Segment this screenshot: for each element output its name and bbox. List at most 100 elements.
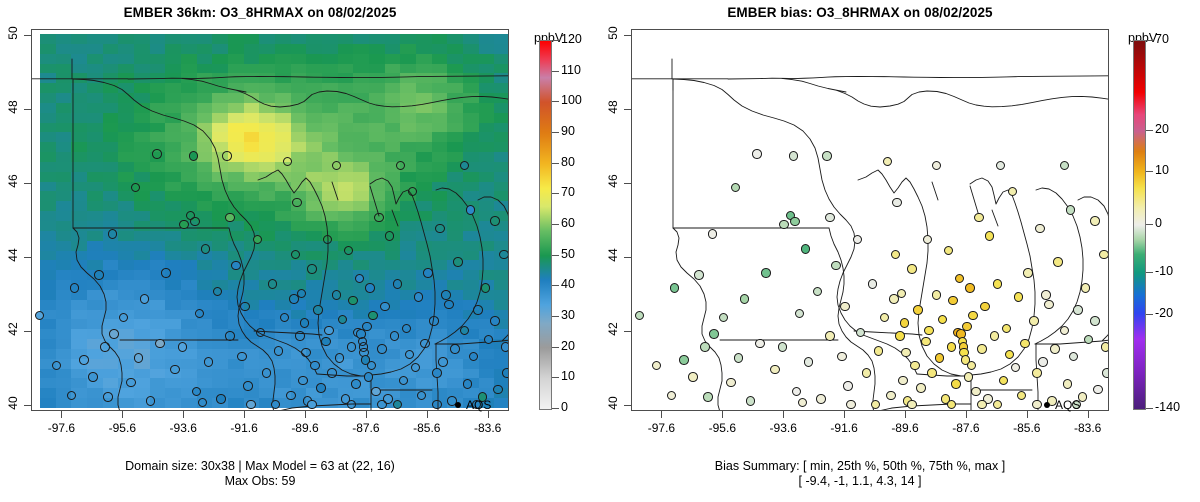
- observation-site-marker: [301, 347, 311, 358]
- observation-site-marker: [383, 394, 393, 404]
- colorbar-tick-label: 20: [1155, 122, 1169, 137]
- bias-map-frame: [631, 29, 1109, 411]
- bias-site-marker: [634, 310, 645, 321]
- observation-site-marker: [107, 229, 118, 239]
- observation-site-marker: [261, 368, 272, 378]
- bias-caption-line1: Bias Summary: [ min, 25th %, 50th %, 75t…: [714, 459, 1006, 473]
- observation-site-marker: [360, 355, 371, 365]
- observation-site-marker: [380, 301, 390, 312]
- bias-site-marker: [739, 294, 750, 304]
- observation-site-marker: [296, 288, 307, 299]
- x-axis-tick: [122, 411, 124, 418]
- bias-page-title: EMBER bias: O3_8HRMAX on 08/02/2025: [727, 5, 993, 20]
- bias-site-marker: [718, 312, 729, 323]
- bias-site-marker: [703, 392, 713, 402]
- bias-site-marker: [1080, 283, 1091, 293]
- bias-site-marker: [889, 294, 899, 304]
- bias-site-marker: [892, 197, 902, 208]
- observation-site-marker: [103, 392, 113, 402]
- observation-site-marker: [331, 160, 342, 171]
- observation-site-marker: [432, 399, 442, 410]
- bias-site-marker: [974, 212, 984, 223]
- colorbar-tick-label: 0: [561, 400, 568, 414]
- bias-site-marker: [745, 396, 756, 406]
- observation-site-marker: [377, 344, 387, 354]
- y-axis-tick: [624, 257, 631, 259]
- model-caption-line1: Domain size: 30x38 | Max Model = 63 at (…: [125, 459, 395, 473]
- observation-site-marker: [343, 245, 354, 256]
- bias-site-marker: [1071, 399, 1082, 410]
- bias-site-marker: [890, 249, 901, 260]
- bias-site-marker: [843, 381, 853, 391]
- bias-site-marker: [886, 390, 896, 401]
- observation-site-marker: [313, 305, 323, 315]
- colorbar-tick-label: 110: [561, 62, 581, 77]
- bias-site-marker: [861, 368, 872, 378]
- x-axis-tick-label: -85.6: [1013, 421, 1041, 435]
- x-axis-tick: [722, 411, 724, 418]
- colorbar-tick: [1146, 40, 1153, 41]
- bias-site-marker: [812, 286, 823, 297]
- bias-site-marker: [803, 357, 814, 367]
- bias-site-marker: [726, 377, 736, 388]
- observation-site-marker: [450, 344, 460, 354]
- observation-site-marker: [499, 249, 508, 260]
- bias-site-marker: [1007, 186, 1018, 197]
- observation-site-marker: [435, 223, 445, 234]
- page-title: EMBER 36km: O3_8HRMAX on 08/02/2025: [123, 5, 397, 20]
- bias-site-marker: [816, 394, 826, 404]
- model-plot-area: [32, 30, 508, 410]
- observation-site-marker: [490, 216, 500, 226]
- bias-site-marker: [879, 312, 890, 323]
- observation-site-marker: [363, 372, 374, 382]
- y-axis-tick-label: 44: [606, 248, 620, 262]
- bias-site-marker: [946, 399, 957, 410]
- bias-site-marker: [1068, 351, 1079, 362]
- bias-site-marker: [1032, 399, 1042, 410]
- bias-site-marker: [910, 360, 920, 371]
- observation-site-marker: [459, 160, 470, 171]
- bias-site-marker: [983, 394, 993, 404]
- colorbar-tick: [552, 70, 559, 72]
- observation-site-marker: [334, 353, 345, 363]
- observation-site-marker: [500, 342, 508, 352]
- bias-site-marker: [965, 283, 975, 293]
- x-axis-tick-label: -93.6: [169, 421, 197, 435]
- bias-site-marker: [916, 383, 926, 393]
- bias-site-marker: [707, 229, 718, 239]
- observation-site-marker: [410, 362, 421, 373]
- observation-site-marker: [493, 384, 503, 395]
- y-axis-tick: [624, 182, 631, 184]
- observation-site-marker: [216, 394, 226, 404]
- bias-site-marker: [846, 399, 856, 410]
- colorbar-tick-label: 70: [561, 185, 575, 200]
- x-axis-tick: [365, 411, 367, 418]
- colorbar-tick-label: 30: [561, 308, 575, 322]
- observation-site-marker: [179, 219, 189, 230]
- bias-site-marker: [840, 301, 850, 312]
- aqs-legend-label: AQS: [1055, 398, 1081, 412]
- bias-site-marker: [700, 342, 710, 352]
- observation-site-marker: [289, 294, 299, 304]
- colorbar-gradient: [1133, 40, 1146, 410]
- observation-site-marker: [197, 397, 208, 408]
- observation-site-marker: [190, 216, 200, 227]
- x-axis-tick: [305, 411, 306, 418]
- colorbar-tick-label: 70: [1155, 32, 1169, 46]
- bias-site-marker: [873, 346, 884, 356]
- bias-site-marker: [1059, 160, 1070, 171]
- bias-site-marker: [752, 149, 762, 159]
- bias-site-marker: [694, 270, 704, 280]
- observation-site-marker: [337, 314, 348, 325]
- bias-site-marker: [962, 321, 972, 332]
- observation-site-marker: [340, 394, 351, 404]
- observation-site-marker: [407, 186, 418, 197]
- colorbar-tick-label: 40: [561, 277, 575, 292]
- panel-model: EMBER 36km: O3_8HRMAX on 08/02/2025 -97.…: [6, 5, 582, 488]
- bias-site-marker: [907, 399, 917, 410]
- x-axis-tick: [783, 411, 785, 418]
- observation-site-marker: [170, 364, 180, 375]
- bias-site-marker: [1029, 316, 1039, 326]
- x-axis-tick-label: -91.6: [830, 421, 858, 435]
- observation-site-marker: [133, 353, 144, 363]
